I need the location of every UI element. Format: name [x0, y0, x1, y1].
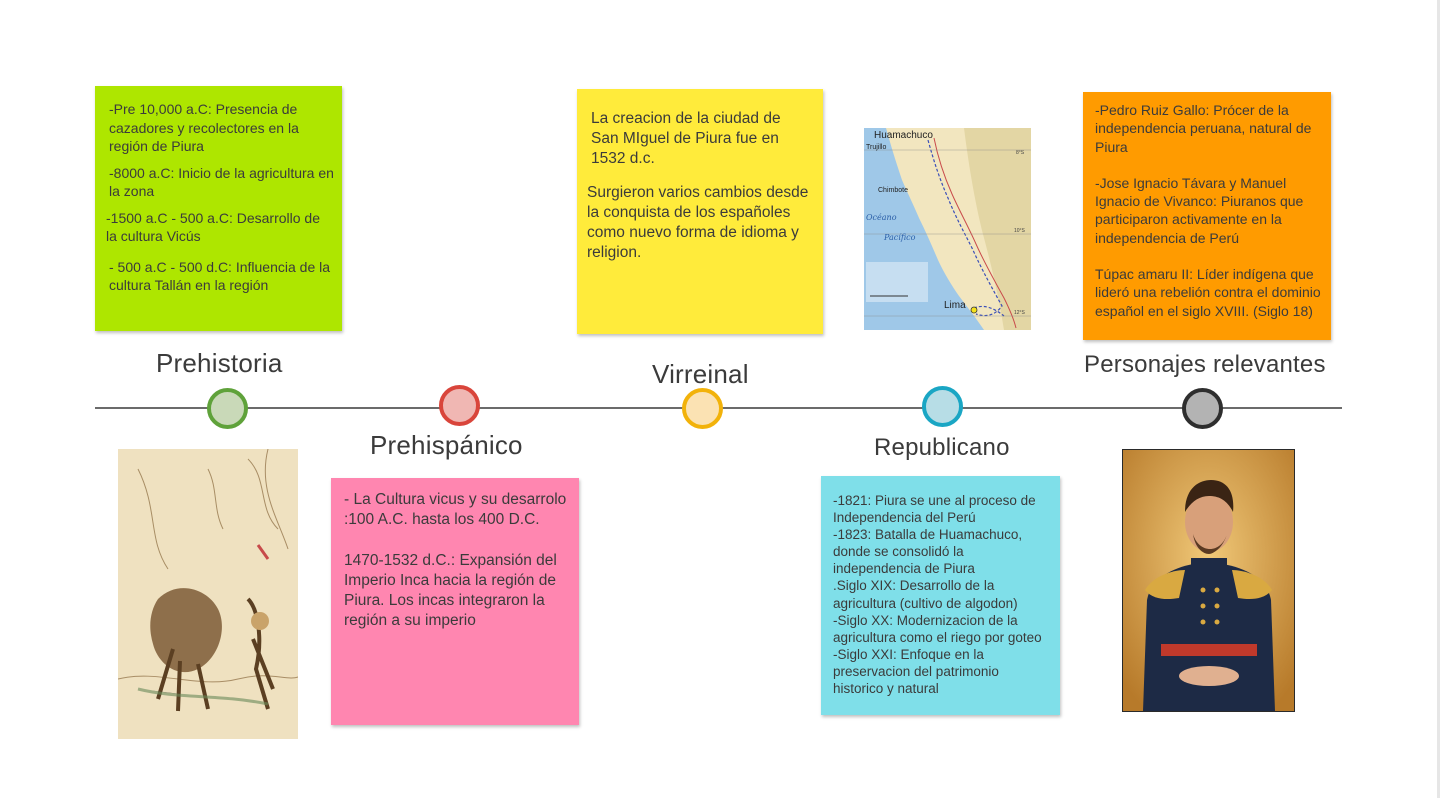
stage-title-republicano: Republicano — [874, 434, 1010, 461]
prehistoric-hunt-illustration[interactable] — [118, 449, 298, 739]
note-line: 1470-1532 d.C.: Expansión del Imperio In… — [344, 551, 557, 630]
map-graphic: Huamachuco Trujillo Chimbote Océano Pací… — [864, 128, 1031, 330]
map-label-lat12: 12°S — [1014, 310, 1026, 316]
map-image[interactable]: Huamachuco Trujillo Chimbote Océano Pací… — [864, 128, 1031, 330]
note-line: -Pre 10,000 a.C: Presencia de cazadores … — [109, 101, 299, 154]
note-prehispanico[interactable]: - La Cultura vicus y su desarrolo :100 A… — [331, 478, 579, 725]
timeline-marker-prehistoria[interactable] — [207, 388, 248, 429]
note-line: -8000 a.C: Inicio de la agricultura en l… — [109, 164, 334, 200]
map-label-lima: Lima — [944, 300, 966, 311]
map-label-trujillo: Trujillo — [866, 144, 886, 151]
timeline-marker-virreinal[interactable] — [682, 388, 723, 429]
note-line: Túpac amaru II: Líder indígena que lider… — [1095, 266, 1321, 319]
note-line: -1823: Batalla de Huamachuco, donde se c… — [833, 527, 1023, 577]
map-label-chimbote: Chimbote — [878, 187, 908, 194]
stage-title-prehispanico: Prehispánico — [370, 430, 523, 460]
note-line: - 500 a.C - 500 d.C: Influencia de la cu… — [109, 258, 331, 294]
note-line: -Pedro Ruiz Gallo: Prócer de la independ… — [1095, 102, 1312, 155]
map-label-huamachuco: Huamachuco — [874, 130, 933, 141]
stage-title-personajes: Personajes relevantes — [1084, 351, 1326, 378]
map-label-pacifico: Pacífico — [883, 233, 916, 242]
note-line: -Siglo XXI: Enfoque en la preservacion d… — [833, 646, 999, 697]
timeline-marker-republicano[interactable] — [922, 386, 963, 427]
timeline-marker-personajes[interactable] — [1182, 388, 1223, 429]
note-personajes[interactable]: -Pedro Ruiz Gallo: Prócer de la independ… — [1083, 92, 1331, 340]
note-line: .Siglo XIX: Desarrollo de la agricultura… — [833, 578, 1018, 611]
note-line: -Jose Ignacio Távara y Manuel Ignacio de… — [1095, 174, 1304, 246]
note-line: - La Cultura vicus y su desarrolo :100 A… — [344, 491, 567, 529]
portrait-painting[interactable] — [1122, 449, 1295, 712]
note-line: La creacion de la ciudad de San MIguel d… — [591, 110, 781, 167]
map-label-lat10: 10°S — [1014, 228, 1026, 234]
stage-title-prehistoria: Prehistoria — [156, 348, 283, 378]
note-republicano[interactable]: -1821: Piura se une al proceso de Indepe… — [821, 476, 1060, 715]
sepia-illustration-graphic — [118, 449, 298, 739]
portrait-graphic — [1123, 450, 1294, 711]
timeline-marker-prehispanico[interactable] — [439, 385, 480, 426]
scrollbar-edge — [1437, 0, 1440, 798]
note-virreinal[interactable]: La creacion de la ciudad de San MIguel d… — [577, 89, 823, 334]
note-prehistoria[interactable]: -Pre 10,000 a.C: Presencia de cazadores … — [95, 86, 342, 331]
note-line: -1821: Piura se une al proceso de Indepe… — [833, 493, 1036, 526]
stage-title-virreinal: Virreinal — [652, 359, 749, 389]
note-line: Surgieron varios cambios desde la conqui… — [587, 184, 809, 261]
map-label-lat8: 8°S — [1016, 150, 1025, 156]
map-label-oceano: Océano — [866, 213, 897, 222]
note-line: -1500 a.C - 500 a.C: Desarrollo de la cu… — [106, 209, 320, 245]
note-line: -Siglo XX: Modernizacion de la agricultu… — [833, 612, 1042, 645]
